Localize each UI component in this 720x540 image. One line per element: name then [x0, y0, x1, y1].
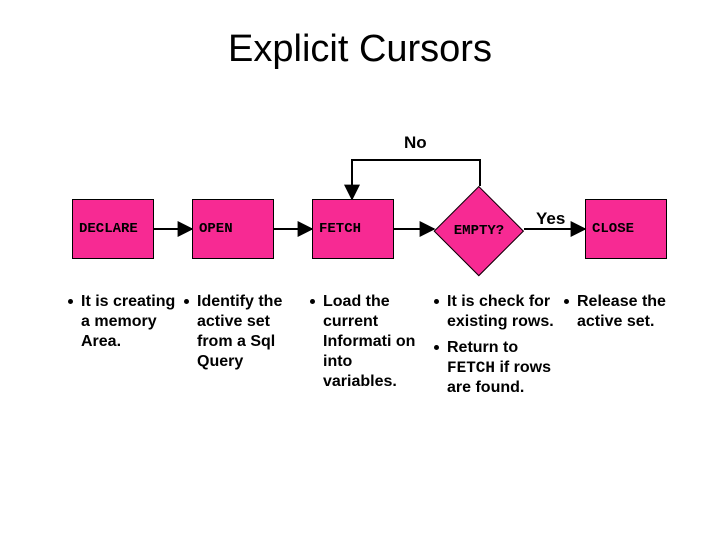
node-fetch: FETCH [312, 199, 394, 259]
bullet-dot-icon [564, 299, 569, 304]
desc-text: Return to FETCH if rows are found. [447, 338, 562, 398]
desc-bullet: Release the active set. [564, 292, 692, 332]
desc-col-1: Identify the active set from a Sql Query [184, 292, 306, 378]
desc-bullet: It is creating a memory Area. [68, 292, 180, 352]
edge-label-yes: Yes [536, 209, 565, 229]
node-declare: DECLARE [72, 199, 154, 259]
desc-bullet: Identify the active set from a Sql Query [184, 292, 306, 372]
desc-text: It is creating a memory Area. [81, 292, 180, 352]
desc-text: It is check for existing rows. [447, 292, 562, 332]
edges-layer [0, 0, 720, 540]
desc-bullet: It is check for existing rows. [434, 292, 562, 332]
bullet-dot-icon [434, 299, 439, 304]
desc-bullet: Load the current Informati on into varia… [310, 292, 428, 392]
node-empty-label: EMPTY? [434, 186, 524, 276]
bullet-dot-icon [184, 299, 189, 304]
desc-text: Release the active set. [577, 292, 692, 332]
desc-col-0: It is creating a memory Area. [68, 292, 180, 358]
edge-label-no: No [404, 133, 427, 153]
bullet-dot-icon [434, 345, 439, 350]
bullet-dot-icon [310, 299, 315, 304]
page-title: Explicit Cursors [0, 28, 720, 71]
desc-text: Identify the active set from a Sql Query [197, 292, 306, 372]
node-close: CLOSE [585, 199, 667, 259]
desc-bullet: Return to FETCH if rows are found. [434, 338, 562, 398]
desc-col-2: Load the current Informati on into varia… [310, 292, 428, 398]
desc-text: Load the current Informati on into varia… [323, 292, 428, 392]
desc-col-3: It is check for existing rows. Return to … [434, 292, 562, 404]
node-open: OPEN [192, 199, 274, 259]
desc-col-4: Release the active set. [564, 292, 692, 338]
node-empty: EMPTY? [434, 186, 524, 276]
bullet-dot-icon [68, 299, 73, 304]
